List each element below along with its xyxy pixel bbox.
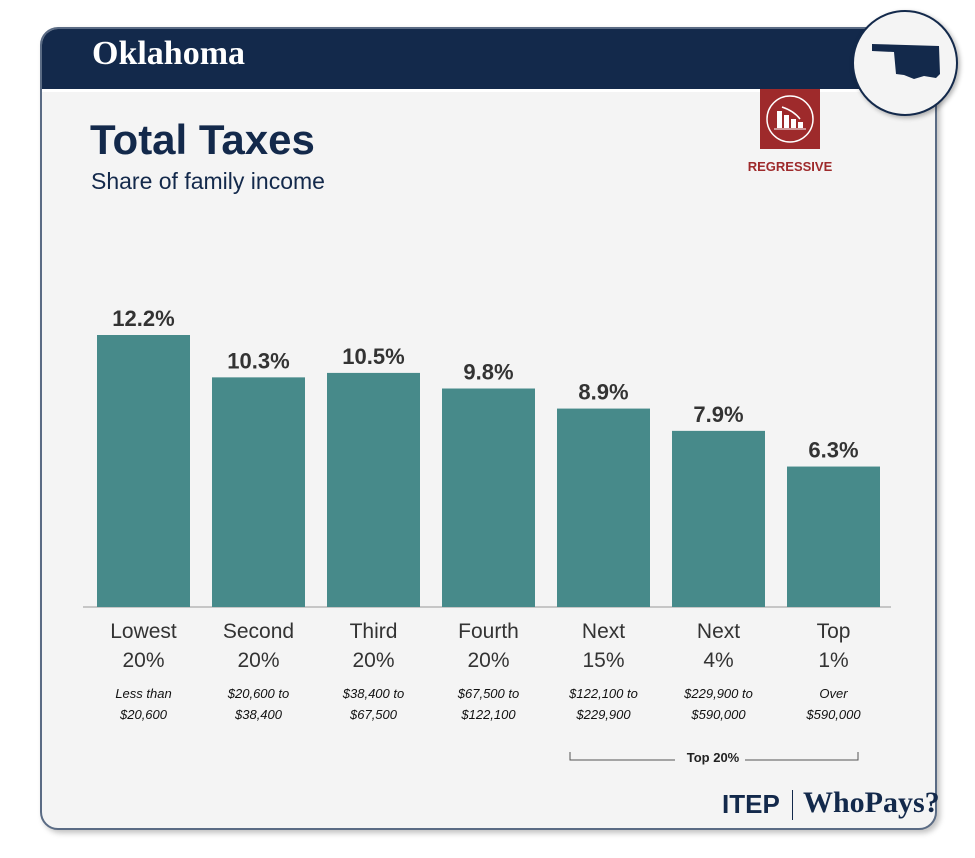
income-range-label: $229,900 to (683, 686, 753, 701)
category-label: 20% (467, 649, 509, 672)
regressive-bar-chart-icon (760, 89, 820, 149)
category-label: 15% (582, 649, 624, 672)
chart-subtitle: Share of family income (91, 168, 325, 194)
category-label: 20% (352, 649, 394, 672)
bar (672, 430, 765, 607)
itep-logo: ITEP (722, 789, 780, 819)
state-map-icon (852, 10, 958, 116)
income-range-label: $590,000 (690, 707, 746, 722)
category-label: Lowest (110, 620, 177, 643)
data-label: 12.2% (112, 306, 174, 331)
bar (787, 466, 880, 607)
category-label: Next (582, 620, 625, 643)
category-label: Fourth (458, 620, 519, 643)
income-range-label: $38,400 (234, 707, 283, 722)
category-label: Second (223, 620, 294, 643)
chart-title: Total Taxes (90, 116, 315, 163)
income-range-label: Less than (115, 686, 171, 701)
data-label: 10.5% (342, 344, 404, 369)
income-range-label: $229,900 (575, 707, 631, 722)
category-label: Next (697, 620, 740, 643)
category-label: Top (817, 620, 851, 643)
income-range-label: $20,600 to (227, 686, 289, 701)
data-label: 9.8% (463, 360, 513, 385)
bar (97, 335, 190, 607)
data-label: 8.9% (578, 380, 628, 405)
income-range-label: $67,500 (349, 707, 398, 722)
income-range-label: $38,400 to (342, 686, 404, 701)
badge-label: REGRESSIVE (747, 159, 833, 174)
category-label: 20% (237, 649, 279, 672)
category-label: Third (350, 620, 398, 643)
bracket-label: Top 20% (687, 750, 740, 765)
income-range-label: $20,600 (119, 707, 168, 722)
income-range-label: $122,100 to (568, 686, 638, 701)
income-range-label: $67,500 to (457, 686, 519, 701)
header-bar: Oklahoma (42, 29, 935, 92)
state-name: Oklahoma (92, 35, 246, 72)
data-label: 10.3% (227, 348, 289, 373)
category-label: 4% (703, 649, 733, 672)
bar (327, 372, 420, 607)
bar (212, 377, 305, 607)
category-label: 1% (818, 649, 848, 672)
category-label: 20% (122, 649, 164, 672)
income-range-label: $590,000 (805, 707, 861, 722)
data-label: 7.9% (693, 402, 743, 427)
income-range-label: $122,100 (460, 707, 516, 722)
whopays-logo: WhoPays? (803, 786, 940, 819)
income-range-label: Over (819, 686, 848, 701)
data-label: 6.3% (808, 438, 858, 463)
bar (442, 388, 535, 607)
bar (557, 408, 650, 607)
